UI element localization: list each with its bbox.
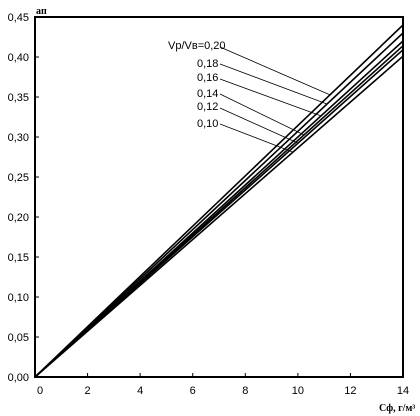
series-line [34,49,404,378]
y-tick-label: 0,35 [8,92,29,104]
x-tick-label: 10 [292,385,304,397]
series-line [34,24,404,378]
series-label: 0,16 [197,72,218,84]
y-tick-label: 0,30 [8,132,29,144]
series-label: 0,10 [197,118,218,130]
legend-layer: Vр/Vв=0,20 0,18 0,16 0,140,12 0,10 [168,40,226,130]
y-tick-label: 0,10 [8,292,29,304]
leader-line [219,46,331,96]
x-tick-label: 8 [242,385,248,397]
leader-line [219,123,294,153]
x-tick-label: 12 [344,385,356,397]
x-tick-label: 6 [190,385,196,397]
x-tick-label: 2 [85,385,91,397]
leader-line [219,78,322,117]
series-layer [34,24,404,378]
y-tick-label: 0,05 [8,332,29,344]
leader-line [219,93,305,136]
y-axis-title: aп [36,6,47,17]
y-tick-label: 0,45 [8,12,29,24]
y-tick-label: 0,25 [8,172,29,184]
leader-line [219,63,328,105]
series-label: 0,18 [197,58,218,70]
x-axis-title: Сф, г/м³ [379,403,415,414]
x-tick-label: 4 [137,385,143,397]
leader-line [219,107,299,144]
ticks-layer: 0,00 0,05 0,10 0,15 0,20 0,25 0,30 0,35 0,40 0,45… [8,12,410,397]
y-tick-label: 0,15 [8,252,29,264]
y-tick-label: 0,20 [8,212,29,224]
plot-frame [34,16,404,378]
series-line [34,55,404,378]
y-tick-label: 0,00 [8,372,29,384]
series-label: 0,14 [197,88,218,100]
leaders-layer [219,46,331,153]
series-label: Vр/Vв=0,20 [168,40,226,52]
series-label: 0,12 [197,101,218,113]
series-line [34,32,404,378]
y-tick-label: 0,40 [8,52,29,64]
x-tick-label: 0 [37,385,43,397]
x-tick-label: 14 [397,385,409,397]
